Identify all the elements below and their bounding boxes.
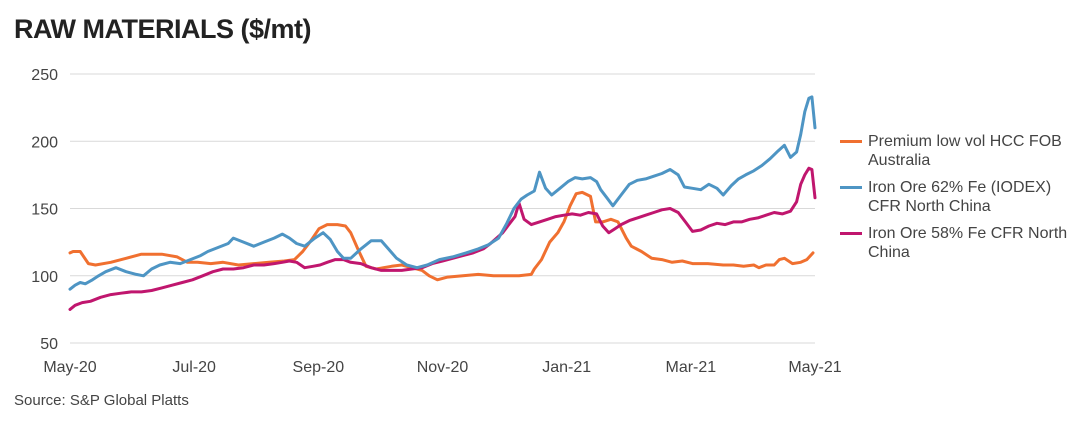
y-tick-label: 250 (31, 67, 58, 84)
x-tick-label: Jul-20 (172, 359, 216, 376)
series-lines (68, 95, 817, 311)
x-tick-label: May-20 (43, 359, 96, 376)
legend-item-58fe: Iron Ore 58% Fe CFR North China (840, 224, 1085, 262)
x-tick-label: Jan-21 (542, 359, 591, 376)
x-tick-label: Sep-20 (293, 359, 345, 376)
legend-swatch-58fe (840, 232, 862, 235)
gridlines (70, 73, 815, 344)
x-tick-label: Mar-21 (665, 359, 716, 376)
legend: Premium low vol HCC FOB Australia Iron O… (840, 132, 1085, 270)
y-tick-label: 100 (31, 269, 58, 286)
y-tick-label: 200 (31, 134, 58, 151)
series-line-0 (68, 190, 815, 282)
legend-swatch-hcc (840, 140, 862, 143)
legend-label-hcc: Premium low vol HCC FOB Australia (868, 133, 1062, 169)
legend-swatch-iodex (840, 186, 862, 189)
x-tick-label: Nov-20 (417, 359, 469, 376)
legend-label-58fe: Iron Ore 58% Fe CFR North China (868, 225, 1068, 261)
x-tick-label: May-21 (788, 359, 841, 376)
y-tick-label: 50 (40, 336, 58, 353)
legend-item-iodex: Iron Ore 62% Fe (IODEX) CFR North China (840, 178, 1085, 216)
source-note: Source: S&P Global Platts (14, 392, 189, 409)
series-line-1 (68, 95, 817, 291)
legend-label-iodex: Iron Ore 62% Fe (IODEX) CFR North China (868, 179, 1052, 215)
x-axis-ticks: May-20 Jul-20 Sep-20 Nov-20 Jan-21 Mar-21 May-… (43, 359, 841, 376)
y-tick-label: 150 (31, 202, 58, 219)
chart-title: RAW MATERIALS ($/mt) (14, 14, 311, 44)
y-axis-ticks: 50 100 150 200 250 (31, 67, 58, 353)
legend-item-hcc: Premium low vol HCC FOB Australia (840, 132, 1085, 170)
